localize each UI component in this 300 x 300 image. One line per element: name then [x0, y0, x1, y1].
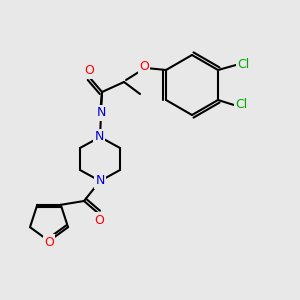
Text: N: N	[95, 175, 105, 188]
Text: O: O	[139, 61, 149, 74]
Text: O: O	[94, 214, 104, 226]
Text: O: O	[44, 236, 54, 248]
Text: Cl: Cl	[235, 98, 247, 112]
Text: O: O	[84, 64, 94, 77]
Text: N: N	[96, 106, 106, 119]
Text: Cl: Cl	[237, 58, 249, 71]
Text: N: N	[94, 130, 104, 143]
